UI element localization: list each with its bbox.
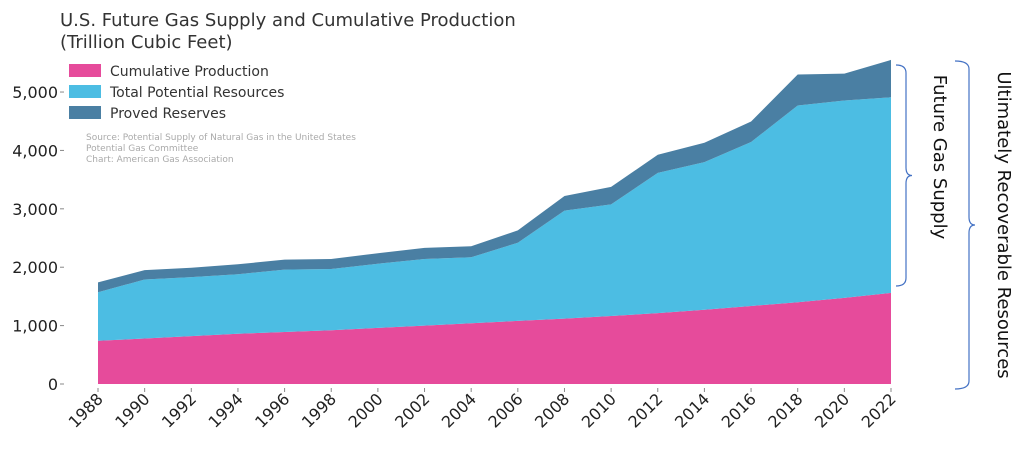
legend-label-proved-reserves: Proved Reserves <box>110 106 226 122</box>
x-tick-label: 1992 <box>158 389 200 431</box>
x-tick-label: 2020 <box>811 389 853 431</box>
y-tick-label: 2,000 <box>12 258 58 277</box>
y-tick-label: 1,000 <box>12 317 58 336</box>
chart-title-line-1: U.S. Future Gas Supply and Cumulative Pr… <box>60 10 516 31</box>
legend-swatch-total-potential-resources <box>69 85 101 98</box>
x-tick-label: 2010 <box>578 389 620 431</box>
legend: Cumulative Production Total Potential Res… <box>69 64 284 122</box>
x-tick-label: 1994 <box>205 389 247 431</box>
source-line-1: Source: Potential Supply of Natural Gas … <box>86 133 356 143</box>
legend-swatch-proved-reserves <box>69 106 101 119</box>
ultimately-recoverable-label: Ultimately Recoverable Resources <box>993 71 1014 378</box>
source-line-3: Chart: American Gas Association <box>86 155 234 165</box>
x-tick-label: 2002 <box>391 389 433 431</box>
legend-label-cumulative-production: Cumulative Production <box>110 64 269 80</box>
x-tick-label: 1988 <box>65 389 107 431</box>
area-series-group <box>98 59 891 384</box>
chart-title-line-2: (Trillion Cubic Feet) <box>60 32 233 53</box>
legend-label-total-potential-resources: Total Potential Resources <box>109 85 284 101</box>
x-tick-label: 2022 <box>858 389 900 431</box>
annotation-braces <box>895 60 976 390</box>
x-tick-label: 2004 <box>438 389 480 431</box>
x-tick-label: 2012 <box>624 389 666 431</box>
x-tick-label: 1996 <box>251 389 293 431</box>
x-tick-label: 2014 <box>671 389 713 431</box>
source-note: Source: Potential Supply of Natural Gas … <box>86 133 356 165</box>
legend-swatch-cumulative-production <box>69 64 101 77</box>
ultimately-recoverable-brace <box>954 60 976 390</box>
chart-title: U.S. Future Gas Supply and Cumulative Pr… <box>60 10 516 53</box>
x-tick-label: 2018 <box>764 389 806 431</box>
y-tick-label: 4,000 <box>12 141 58 160</box>
area-proved-reserves <box>98 59 891 293</box>
y-axis: 0 1,000 2,000 3,000 4,000 5,000 <box>12 83 64 394</box>
area-cumulative-production <box>98 292 891 384</box>
x-tick-label: 2016 <box>718 389 760 431</box>
future-gas-supply-label: Future Gas Supply <box>929 75 950 240</box>
y-tick-label: 0 <box>48 375 58 394</box>
x-tick-label: 1998 <box>298 389 340 431</box>
source-line-2: Potential Gas Committee <box>86 144 199 154</box>
x-axis: 1988 1990 1992 1994 1996 1998 2000 2002 2004 2006… <box>65 388 900 432</box>
future-supply-brace <box>895 64 913 287</box>
area-total-potential-resources <box>98 97 891 341</box>
x-tick-label: 2008 <box>531 389 573 431</box>
y-tick-label: 3,000 <box>12 200 58 219</box>
x-tick-label: 2000 <box>344 389 386 431</box>
x-tick-label: 1990 <box>111 389 153 431</box>
y-tick-label: 5,000 <box>12 83 58 102</box>
x-tick-label: 2006 <box>484 389 526 431</box>
